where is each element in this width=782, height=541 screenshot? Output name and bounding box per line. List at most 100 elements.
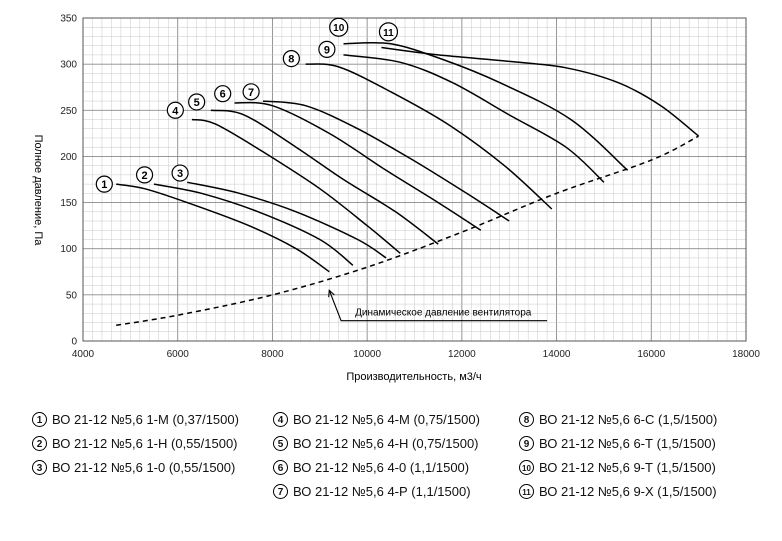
legend: 1 ВО 21-12 №5,6 1-М (0,37/1500) 2 ВО 21-12 …	[0, 400, 782, 541]
legend-number-badge: 10	[519, 460, 534, 475]
curve-label-text: 2	[142, 170, 148, 182]
series-line-7	[262, 100, 510, 222]
legend-number-badge: 4	[273, 412, 288, 427]
series-line-3	[187, 181, 387, 259]
legend-item-8: 8 ВО 21-12 №5,6 6-С (1,5/1500)	[519, 412, 717, 427]
curve-label-text: 6	[220, 89, 226, 101]
curve-label-text: 4	[172, 105, 179, 117]
legend-number-badge: 11	[519, 484, 534, 499]
dynamic-pressure-line	[116, 135, 699, 327]
curve-label-text: 10	[333, 23, 345, 34]
legend-item-6: 6 ВО 21-12 №5,6 4-0 (1,1/1500)	[273, 460, 469, 475]
x-tick-label: 4000	[72, 349, 95, 360]
series-line-4	[191, 118, 401, 254]
curve-label-6: 6	[214, 85, 232, 103]
legend-item-1: 1 ВО 21-12 №5,6 1-М (0,37/1500)	[32, 412, 239, 427]
y-tick-label: 250	[60, 106, 77, 117]
series-line-5	[210, 109, 439, 245]
legend-text: ВО 21-12 №5,6 1-Н (0,55/1500)	[52, 436, 238, 451]
legend-item-5: 5 ВО 21-12 №5,6 4-Н (0,75/1500)	[273, 436, 479, 451]
legend-text: ВО 21-12 №5,6 6-Т (1,5/1500)	[539, 436, 716, 451]
series-line-10	[343, 41, 629, 171]
series-line-2	[153, 183, 354, 266]
legend-item-10: 10 ВО 21-12 №5,6 9-Т (1,5/1500)	[519, 460, 716, 475]
x-tick-label: 8000	[261, 349, 284, 360]
curve-label-11: 11	[378, 22, 399, 42]
legend-text: ВО 21-12 №5,6 4-0 (1,1/1500)	[293, 460, 470, 475]
legend-item-11: 11 ВО 21-12 №5,6 9-Х (1,5/1500)	[519, 484, 717, 499]
y-tick-label: 300	[60, 60, 77, 71]
series-line-11	[381, 46, 700, 137]
y-tick-label: 200	[60, 152, 77, 163]
legend-number-badge: 8	[519, 412, 534, 427]
axes: 4000 6000 8000 10000 12000 14000 16000 18000 0 50…	[60, 14, 760, 361]
legend-number-badge: 6	[273, 460, 288, 475]
curve-label-circle	[329, 17, 349, 37]
legend-item-4: 4 ВО 21-12 №5,6 4-М (0,75/1500)	[273, 412, 480, 427]
curve-label-1: 1	[95, 175, 113, 193]
series-line-9	[343, 54, 605, 183]
plot-frame	[82, 17, 747, 342]
curve-label-circle	[95, 175, 113, 193]
curve-label-circle	[135, 166, 154, 184]
y-tick-label: 150	[60, 198, 77, 209]
y-tick-label: 0	[71, 337, 77, 348]
y-tick-label: 350	[60, 14, 77, 25]
curve-label-circle	[166, 101, 184, 119]
series-line-1	[116, 183, 330, 273]
y-tick-label: 50	[66, 290, 78, 301]
legend-number-badge: 9	[519, 436, 534, 451]
curve-label-circle	[188, 93, 206, 111]
grid	[82, 17, 747, 342]
curve-label-9: 9	[318, 40, 336, 58]
curve-label-text: 9	[324, 44, 330, 56]
curve-label-circle	[378, 22, 399, 42]
curve-label-text: 5	[194, 97, 200, 109]
curve-label-circle	[214, 85, 232, 103]
annotation: Динамическое давление вентилятора	[328, 289, 548, 322]
curve-label-8: 8	[282, 50, 300, 68]
curve-labels: 1 2 3 4 5 6 7 8 910 11	[95, 17, 399, 193]
legend-number-badge: 1	[32, 412, 47, 427]
curve-label-text: 8	[288, 54, 294, 66]
x-tick-label: 10000	[353, 349, 381, 360]
legend-text: ВО 21-12 №5,6 1-0 (0,55/1500)	[52, 460, 236, 475]
legend-text: ВО 21-12 №5,6 6-С (1,5/1500)	[539, 412, 718, 427]
curve-label-3: 3	[171, 164, 189, 182]
curve-label-4: 4	[166, 101, 184, 119]
annotation-leader-line	[328, 290, 548, 322]
curve-label-5: 5	[188, 93, 206, 111]
curve-label-text: 1	[101, 179, 107, 191]
legend-number-badge: 7	[273, 484, 288, 499]
curve-label-10: 10	[329, 17, 349, 37]
y-tick-label: 100	[60, 244, 77, 255]
curve-label-text: 7	[248, 87, 254, 99]
curve-label-2: 2	[135, 166, 154, 184]
curve-label-circle	[318, 40, 336, 58]
legend-number-badge: 2	[32, 436, 47, 451]
legend-number-badge: 5	[273, 436, 288, 451]
curve-label-text: 11	[383, 28, 394, 39]
legend-item-7: 7 ВО 21-12 №5,6 4-Р (1,1/1500)	[273, 484, 471, 499]
x-axis-label: Производительность, м3/ч	[346, 371, 481, 383]
x-tick-label: 18000	[732, 349, 760, 360]
series-line-8	[305, 63, 553, 210]
annotation-arrowhead	[328, 289, 335, 298]
legend-text: ВО 21-12 №5,6 9-Т (1,5/1500)	[539, 460, 716, 475]
annotation-text: Динамическое давление вентилятора	[355, 308, 532, 319]
y-axis-label: Полное давление, Па	[32, 135, 44, 247]
pressure-flow-chart: 4000 6000 8000 10000 12000 14000 16000 18000 0 50…	[32, 14, 760, 384]
series-line-6	[234, 101, 482, 231]
curve-label-7: 7	[242, 83, 260, 101]
legend-item-9: 9 ВО 21-12 №5,6 6-Т (1,5/1500)	[519, 436, 716, 451]
x-tick-label: 14000	[543, 349, 571, 360]
legend-text: ВО 21-12 №5,6 1-М (0,37/1500)	[52, 412, 239, 427]
x-tick-label: 6000	[167, 349, 190, 360]
legend-item-2: 2 ВО 21-12 №5,6 1-Н (0,55/1500)	[32, 436, 238, 451]
legend-number-badge: 3	[32, 460, 47, 475]
legend-text: ВО 21-12 №5,6 4-Н (0,75/1500)	[293, 436, 479, 451]
series-lines	[116, 41, 700, 327]
x-tick-label: 16000	[637, 349, 665, 360]
x-tick-label: 12000	[448, 349, 476, 360]
legend-text: ВО 21-12 №5,6 9-Х (1,5/1500)	[539, 484, 717, 499]
